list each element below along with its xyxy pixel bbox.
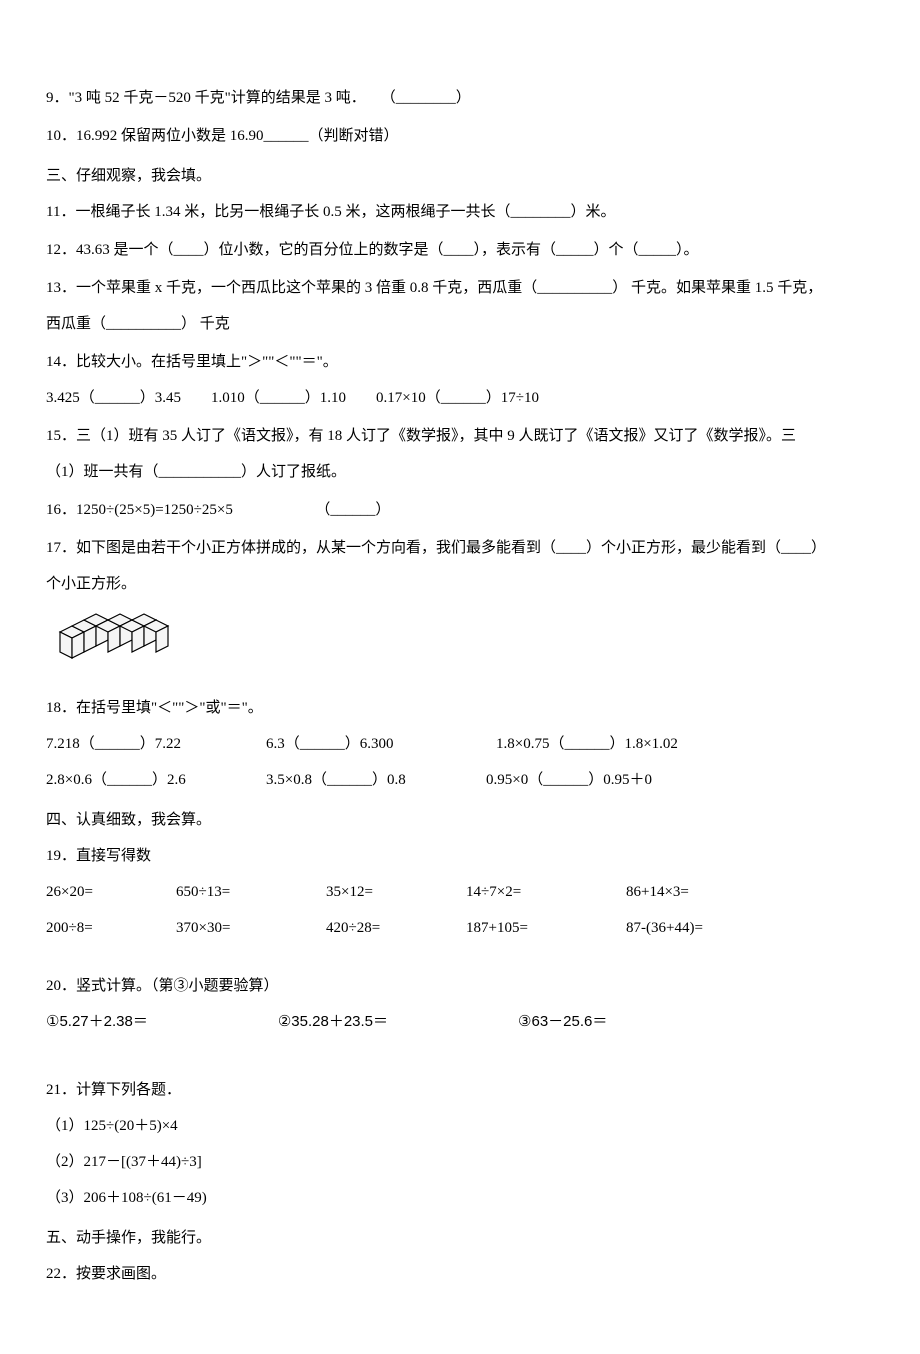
cubes-icon — [46, 612, 176, 662]
question-15: 15．三（1）班有 35 人订了《语文报》，有 18 人订了《数学报》，其中 9… — [46, 418, 874, 490]
question-10: 10．16.992 保留两位小数是 16.90______（判断对错） — [46, 118, 874, 154]
q18-row1-c: 1.8×0.75（______）1.8×1.02 — [496, 726, 678, 762]
question-18: 18．在括号里填"＜""＞"或"＝"。 7.218（______）7.22 6.… — [46, 690, 874, 798]
question-number: 17． — [46, 540, 76, 556]
question-text: 1250÷(25×5)=1250÷25×5 （______） — [76, 502, 390, 518]
question-number: 11． — [46, 204, 75, 220]
cube-figure — [46, 604, 874, 690]
question-text: 43.63 是一个（____）位小数，它的百分位上的数字是（____），表示有（… — [76, 242, 699, 258]
q21-item-3: （3）206＋108÷(61－49) — [46, 1180, 874, 1216]
q20-item-2: ②35.28＋23.5＝ — [278, 1004, 388, 1040]
section-5-title: 五、动手操作，我能行。 — [46, 1220, 874, 1256]
q19-r1-0: 26×20= — [46, 874, 176, 910]
section-3-title: 三、仔细观察，我会填。 — [46, 158, 874, 194]
q19-r2-3: 187+105= — [466, 910, 626, 946]
q19-r1-2: 35×12= — [326, 874, 466, 910]
question-number: 18． — [46, 700, 76, 716]
question-number: 14． — [46, 354, 76, 370]
question-text-line2: 西瓜重（__________） 千克 — [46, 306, 874, 342]
question-text: 按要求画图。 — [76, 1266, 166, 1282]
question-17: 17．如下图是由若干个小正方体拼成的，从某一个方向看，我们最多能看到（____）… — [46, 530, 874, 602]
question-number: 10． — [46, 128, 76, 144]
q19-r1-4: 86+14×3= — [626, 874, 766, 910]
question-text-line2: 个小正方形。 — [46, 566, 874, 602]
question-number: 15． — [46, 428, 76, 444]
question-text-line1: 一个苹果重 x 千克，一个西瓜比这个苹果的 3 倍重 0.8 千克，西瓜重（__… — [76, 280, 822, 296]
question-text: 16.992 保留两位小数是 16.90______（判断对错） — [76, 128, 399, 144]
question-21: 21．计算下列各题． （1）125÷(20＋5)×4 （2）217－[(37＋4… — [46, 1072, 874, 1216]
question-text: 计算下列各题． — [76, 1082, 181, 1098]
question-text-line1: 如下图是由若干个小正方体拼成的，从某一个方向看，我们最多能看到（____）个小正… — [76, 540, 826, 556]
question-text: 一根绳子长 1.34 米，比另一根绳子长 0.5 米，这两根绳子一共长（____… — [75, 204, 615, 220]
question-text-line1: 在括号里填"＜""＞"或"＝"。 — [76, 700, 263, 716]
q19-r2-2: 420÷28= — [326, 910, 466, 946]
question-number: 21． — [46, 1082, 76, 1098]
q18-row2-b: 3.5×0.8（______）0.8 — [266, 762, 486, 798]
q19-r1-1: 650÷13= — [176, 874, 326, 910]
q19-r2-4: 87-(36+44)= — [626, 910, 766, 946]
question-13: 13．一个苹果重 x 千克，一个西瓜比这个苹果的 3 倍重 0.8 千克，西瓜重… — [46, 270, 874, 342]
question-text-line1: 比较大小。在括号里填上"＞""＜""＝"。 — [76, 354, 338, 370]
q18-row2-c: 0.95×0（______）0.95＋0 — [486, 762, 652, 798]
q18-row1-a: 7.218（______）7.22 — [46, 726, 266, 762]
question-number: 22． — [46, 1266, 76, 1282]
q19-r1-3: 14÷7×2= — [466, 874, 626, 910]
question-text: 直接写得数 — [76, 848, 151, 864]
question-text-line1: 三（1）班有 35 人订了《语文报》，有 18 人订了《数学报》，其中 9 人既… — [76, 428, 796, 444]
question-text: "3 吨 52 千克－520 千克"计算的结果是 3 吨． （________） — [69, 90, 471, 106]
question-number: 9． — [46, 90, 69, 106]
q21-item-1: （1）125÷(20＋5)×4 — [46, 1108, 874, 1144]
question-number: 13． — [46, 280, 76, 296]
question-22: 22．按要求画图。 — [46, 1256, 874, 1292]
q21-item-2: （2）217－[(37＋44)÷3] — [46, 1144, 874, 1180]
question-number: 12． — [46, 242, 76, 258]
question-11: 11．一根绳子长 1.34 米，比另一根绳子长 0.5 米，这两根绳子一共长（_… — [46, 194, 874, 230]
question-14: 14．比较大小。在括号里填上"＞""＜""＝"。 3.425（______）3.… — [46, 344, 874, 416]
question-number: 20． — [46, 978, 76, 994]
q18-row1-b: 6.3（______）6.300 — [266, 726, 496, 762]
question-16: 16．1250÷(25×5)=1250÷25×5 （______） — [46, 492, 874, 528]
q18-row2-a: 2.8×0.6（______）2.6 — [46, 762, 266, 798]
q19-r2-0: 200÷8= — [46, 910, 176, 946]
question-20: 20．竖式计算。（第③小题要验算） ①5.27＋2.38＝ ②35.28＋23.… — [46, 968, 874, 1040]
question-19: 19．直接写得数 26×20= 650÷13= 35×12= 14÷7×2= 8… — [46, 838, 874, 946]
question-12: 12．43.63 是一个（____）位小数，它的百分位上的数字是（____），表… — [46, 232, 874, 268]
question-9: 9．"3 吨 52 千克－520 千克"计算的结果是 3 吨． （_______… — [46, 80, 874, 116]
q20-item-1: ①5.27＋2.38＝ — [46, 1004, 148, 1040]
question-text: 竖式计算。（第③小题要验算） — [76, 978, 279, 994]
question-text-line2: （1）班一共有（___________）人订了报纸。 — [46, 454, 874, 490]
question-text-line2: 3.425（______）3.45 1.010（______）1.10 0.17… — [46, 380, 874, 416]
question-number: 16． — [46, 502, 76, 518]
q20-item-3: ③63－25.6＝ — [518, 1004, 607, 1040]
question-number: 19． — [46, 848, 76, 864]
section-4-title: 四、认真细致，我会算。 — [46, 802, 874, 838]
q19-r2-1: 370×30= — [176, 910, 326, 946]
